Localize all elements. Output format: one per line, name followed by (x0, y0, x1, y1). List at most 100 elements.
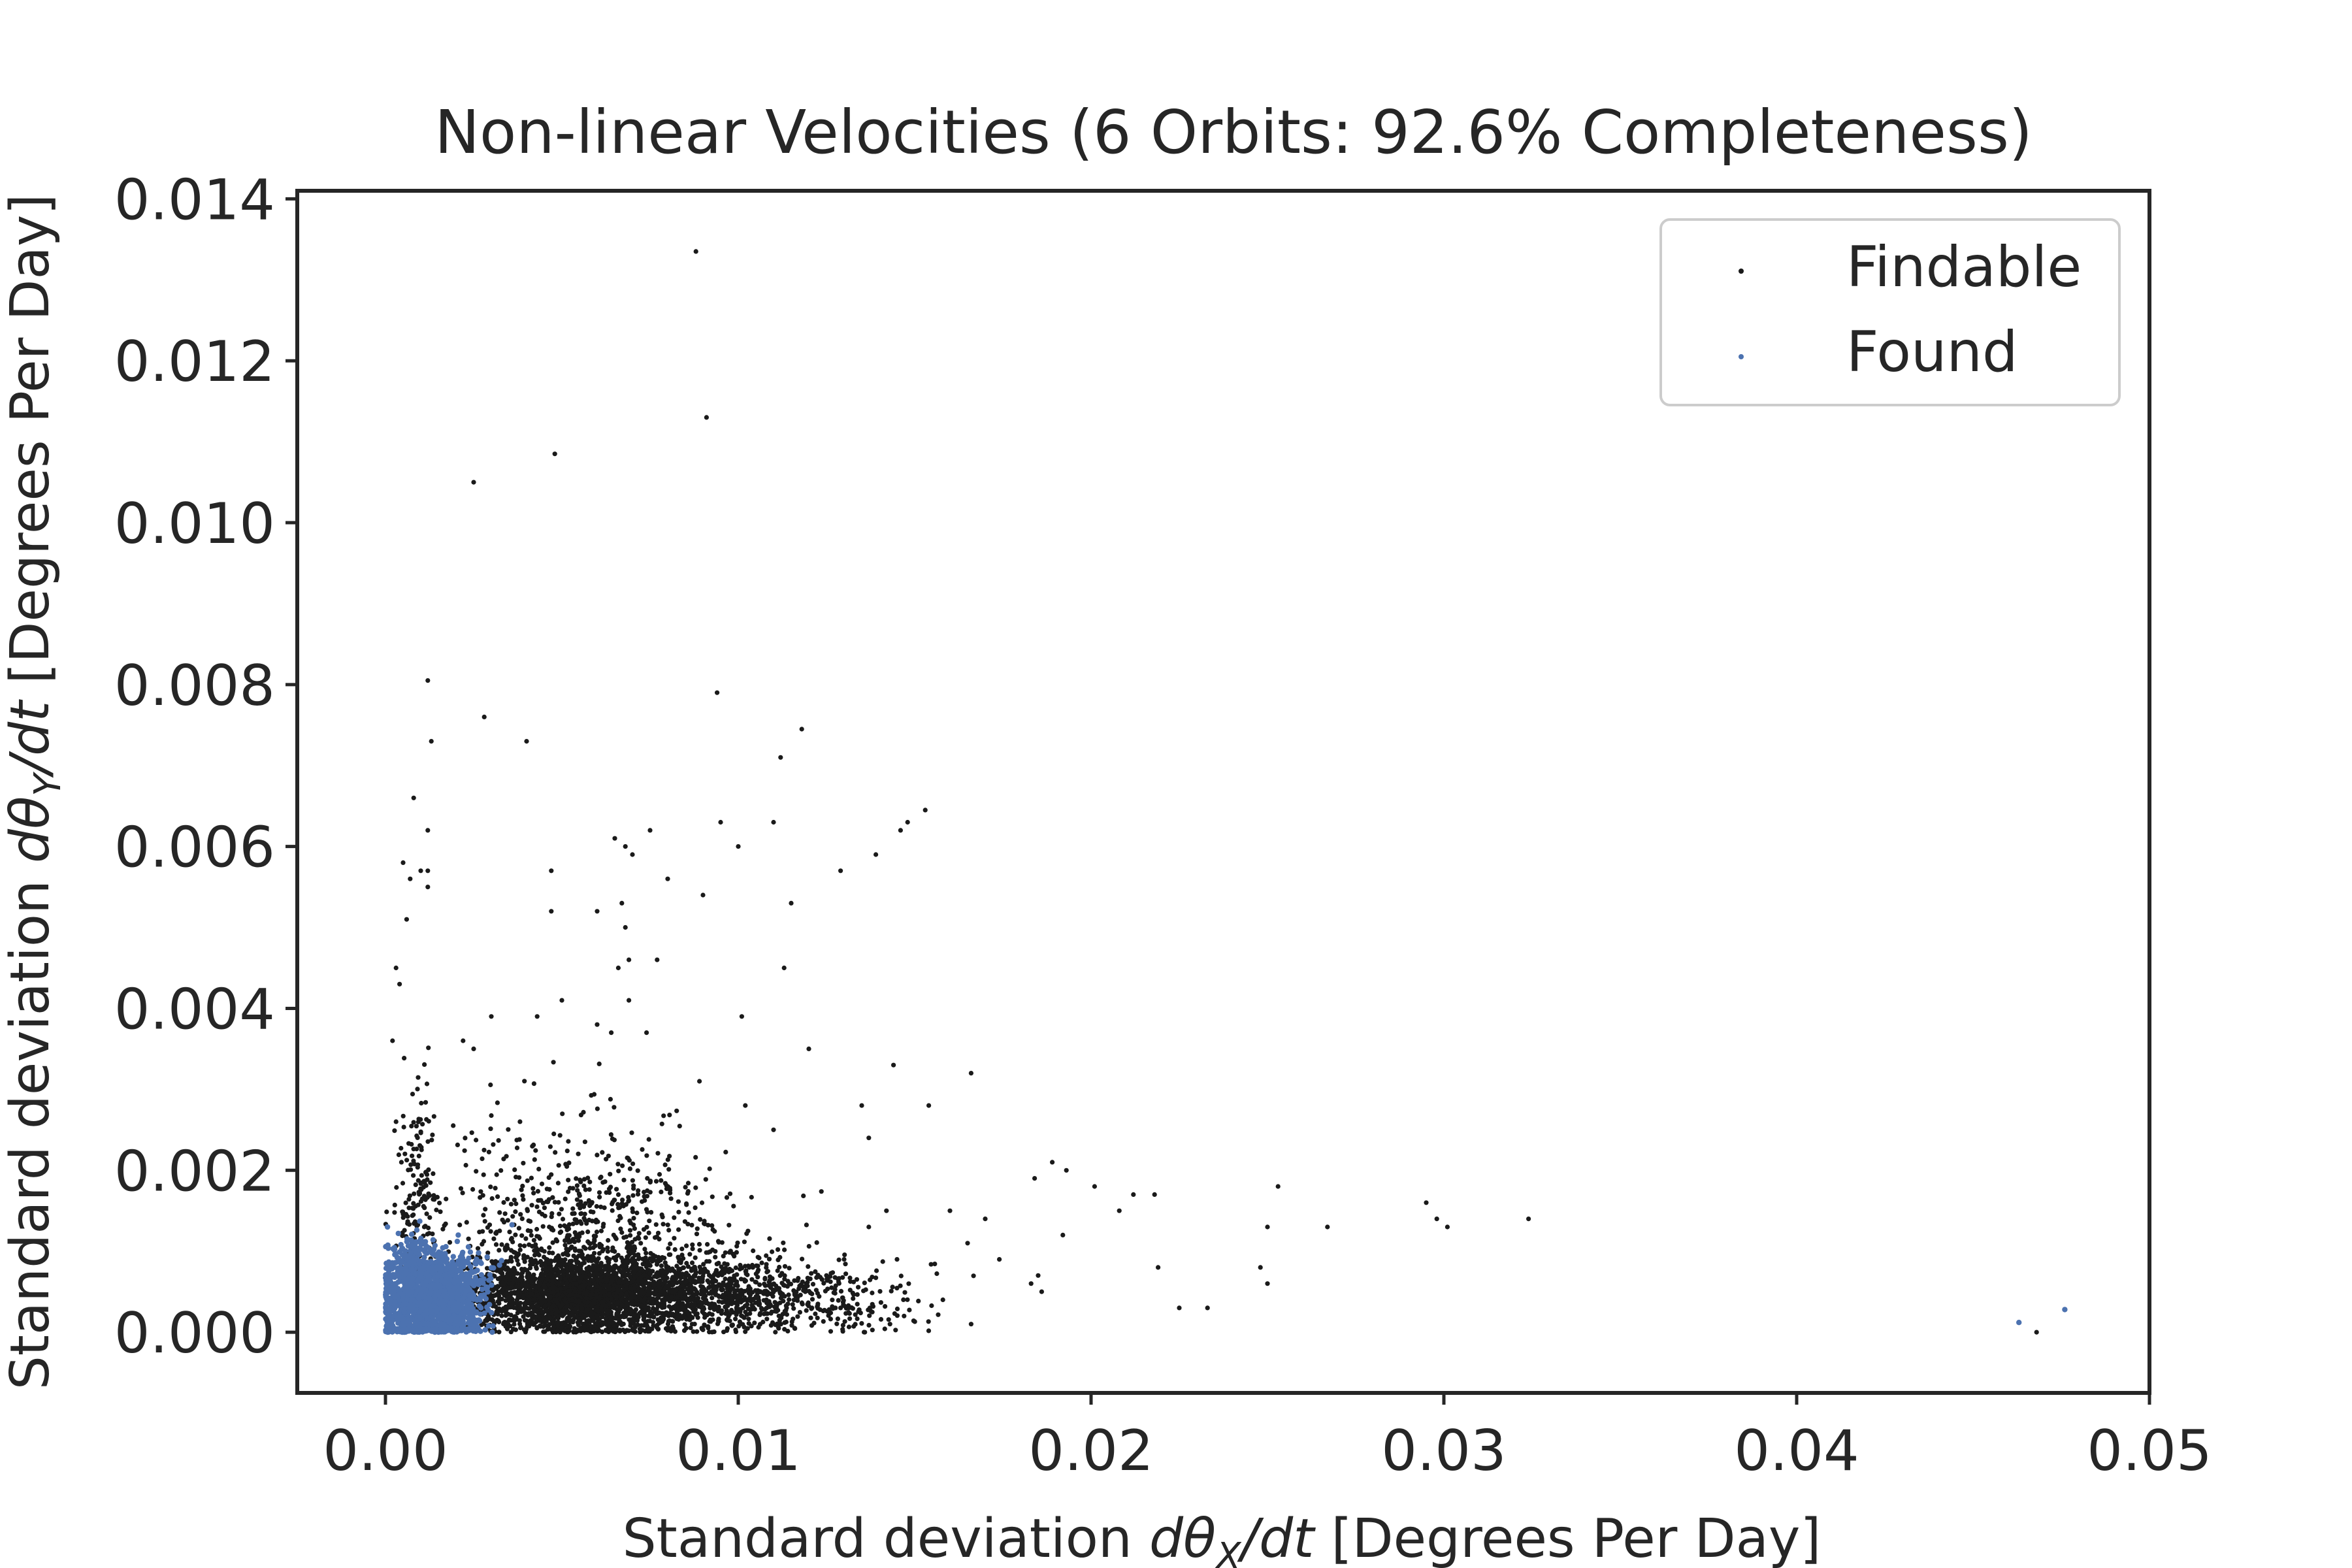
data-point (659, 1263, 664, 1268)
data-point (809, 1271, 814, 1276)
data-point (424, 1211, 429, 1217)
data-point (627, 1228, 633, 1233)
data-point (926, 1319, 931, 1324)
data-point (821, 1319, 826, 1324)
data-point (615, 1192, 621, 1198)
data-point (658, 1258, 663, 1263)
data-point (614, 1186, 619, 1192)
data-point (430, 1132, 435, 1137)
data-point (674, 1108, 679, 1113)
data-point (627, 998, 632, 1003)
data-point (666, 1285, 672, 1290)
data-point (797, 1310, 802, 1315)
data-point (684, 1202, 689, 1207)
data-point (540, 1200, 546, 1206)
data-point (491, 1236, 497, 1241)
data-point (855, 1316, 860, 1322)
data-point (574, 1310, 579, 1315)
data-point (565, 1273, 570, 1279)
data-point (418, 868, 423, 874)
data-point (574, 1176, 579, 1181)
data-point (700, 1326, 705, 1331)
data-point (589, 1201, 595, 1206)
data-point (673, 1303, 678, 1308)
data-point (531, 1142, 536, 1147)
data-point (704, 415, 709, 420)
data-point (425, 678, 431, 683)
data-point (715, 1309, 721, 1314)
data-point (690, 1246, 695, 1251)
data-point (532, 1307, 538, 1313)
data-point (628, 1323, 633, 1328)
data-point (491, 1142, 496, 1147)
data-point (633, 1307, 639, 1313)
data-point (778, 1322, 783, 1327)
data-point (594, 1313, 599, 1318)
data-point (659, 1189, 664, 1194)
data-point (811, 1320, 817, 1326)
data-point (630, 1279, 636, 1284)
data-point (698, 1284, 704, 1289)
data-point (670, 1324, 676, 1329)
data-point (809, 1297, 815, 1302)
data-point (790, 1302, 795, 1307)
data-point (654, 1262, 660, 1267)
data-point (537, 1288, 542, 1293)
data-point (636, 1188, 641, 1193)
data-point (654, 1234, 660, 1239)
data-point (564, 1149, 570, 1154)
data-point (851, 1292, 857, 1298)
data-point (553, 1329, 558, 1334)
data-point (587, 1217, 592, 1222)
data-point (627, 1241, 632, 1247)
data-point (547, 1245, 552, 1250)
data-point (394, 1184, 399, 1190)
data-point (1152, 1192, 1157, 1197)
data-point (792, 1326, 797, 1331)
data-point (657, 1171, 662, 1177)
data-point (1205, 1305, 1210, 1311)
data-point (738, 1307, 743, 1312)
data-point (570, 1211, 575, 1217)
data-point (591, 1301, 596, 1306)
data-point (779, 1271, 785, 1276)
data-point (550, 1250, 555, 1256)
data-point (489, 1014, 494, 1019)
data-point (612, 1316, 617, 1321)
data-point (594, 1203, 599, 1209)
data-point (644, 1250, 649, 1256)
data-point (629, 1130, 634, 1135)
data-point (540, 1273, 546, 1279)
data-point (739, 1014, 744, 1019)
data-point (612, 1198, 617, 1203)
data-point (534, 1260, 540, 1266)
data-point (486, 1149, 492, 1154)
data-point (703, 1293, 708, 1299)
data-point (471, 1046, 476, 1051)
data-point (826, 1308, 831, 1313)
data-point (684, 1243, 689, 1249)
data-point (629, 1295, 634, 1300)
data-point (670, 1281, 676, 1286)
data-point (455, 1142, 461, 1147)
data-point (609, 1030, 614, 1036)
data-point (540, 1211, 545, 1217)
data-point (484, 1254, 490, 1260)
data-point (568, 1305, 574, 1311)
data-point (752, 1320, 757, 1326)
data-point (642, 1247, 647, 1252)
data-point (704, 1288, 709, 1294)
data-point (419, 1100, 424, 1106)
data-point (542, 1249, 547, 1254)
data-point (606, 1301, 612, 1307)
data-point (653, 1179, 659, 1184)
data-point (402, 1056, 407, 1061)
data-point (745, 1302, 750, 1307)
data-point (534, 1226, 540, 1232)
data-point (498, 1275, 503, 1281)
data-point (717, 1294, 722, 1299)
data-point (887, 1322, 892, 1327)
data-point (782, 1264, 788, 1269)
data-point (644, 1030, 649, 1036)
data-point (710, 1223, 715, 1228)
